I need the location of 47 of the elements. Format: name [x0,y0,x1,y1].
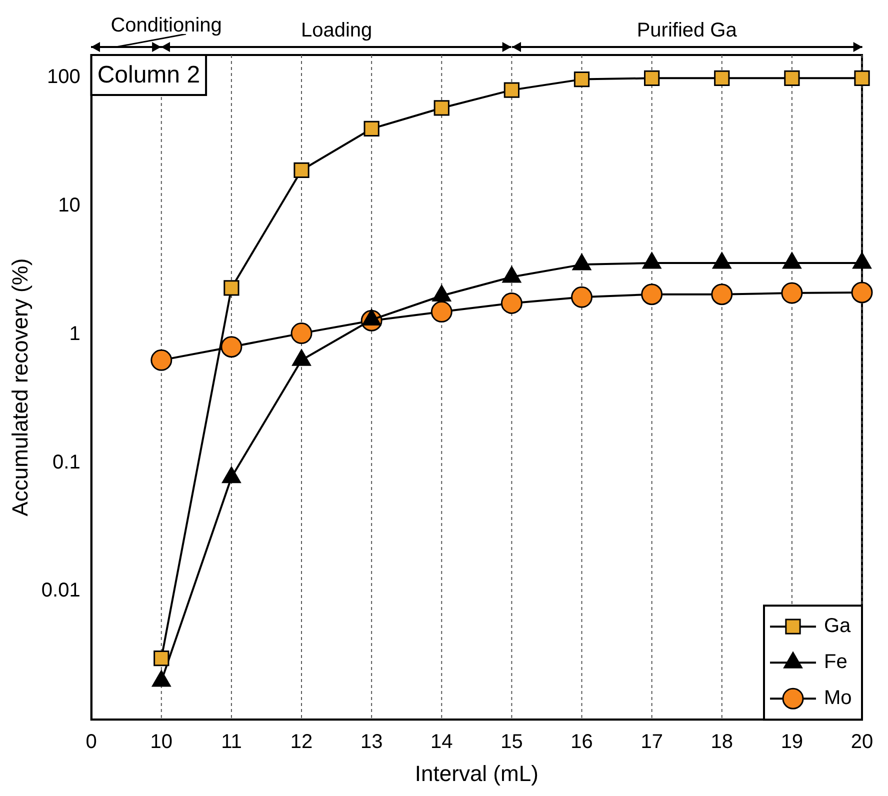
x-axis-title: Interval (mL) [414,760,538,786]
x-tick-label: 0 [86,731,97,754]
point [220,336,242,358]
legend-label: Ga [824,615,852,638]
x-tick-label: 10 [150,731,173,754]
y-tick-label: 0.01 [41,580,80,602]
point [364,120,380,137]
x-tick-label: 13 [360,731,383,754]
x-tick-label: 14 [430,731,453,754]
point [781,282,803,304]
point [714,70,730,86]
y-tick-label: 100 [46,66,80,88]
point [641,284,663,306]
point [711,284,733,306]
point [784,70,800,86]
x-tick-label: 18 [710,731,733,754]
point [150,349,172,371]
x-tick-label: 12 [290,731,313,754]
point [854,70,870,86]
point [574,71,590,88]
point [644,70,660,86]
point [500,292,522,314]
legend-label: Mo [824,687,852,710]
point [430,301,452,323]
point [290,322,312,344]
y-tick-label: 1 [69,322,80,345]
x-tick-label: 17 [640,731,663,754]
point [434,100,450,116]
annotation: Column 2 [97,62,200,89]
text: Loading [300,20,372,42]
x-tick-label: 11 [221,731,242,754]
text: Conditioning [110,14,222,37]
x-tick-label: 15 [500,731,523,754]
x-tick-label: 20 [850,731,874,754]
point [154,650,170,666]
point [224,280,240,296]
x-tick-label: 19 [780,731,804,754]
point [851,282,873,304]
point [294,162,310,178]
text: Purified Ga [636,20,738,42]
point [504,82,520,98]
y-tick-label: 10 [58,194,80,217]
y-axis-title: Accumulated recovery (%) [7,258,32,516]
x-tick-label: 16 [570,731,593,754]
legend-label: Fe [824,651,848,674]
y-tick-label: 0.1 [52,451,80,474]
point [571,286,593,308]
